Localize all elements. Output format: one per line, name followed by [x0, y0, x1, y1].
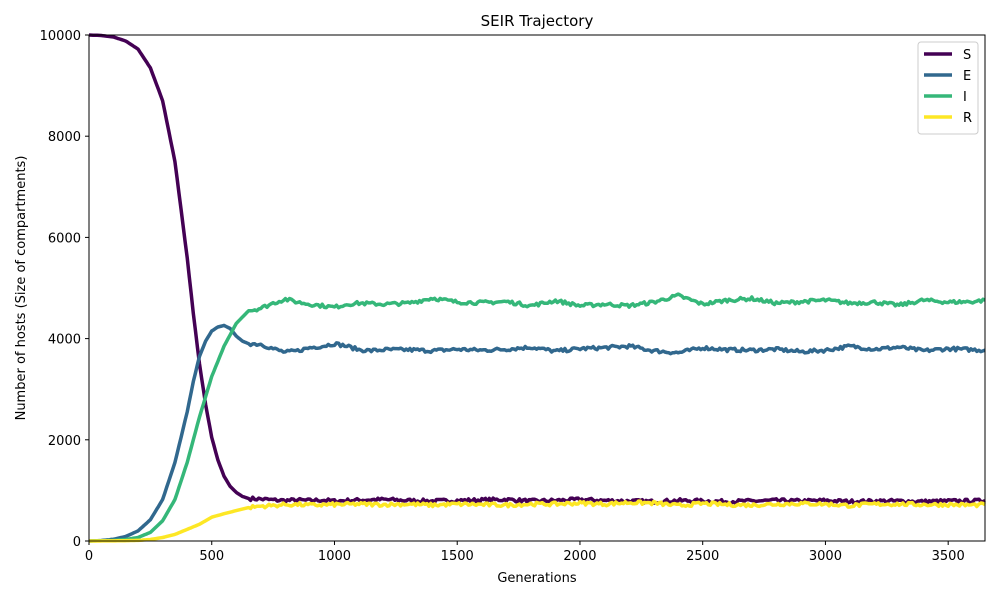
x-axis: 0 500 1000 1500 2000 2500 3000 3500 [85, 541, 965, 564]
legend-label-s: S [963, 48, 971, 63]
x-tick-label: 1500 [441, 549, 474, 564]
x-axis-label: Generations [497, 571, 577, 586]
series-line-s [88, 33, 986, 505]
y-tick-label: 0 [73, 535, 81, 550]
x-tick-label: 500 [199, 549, 224, 564]
plot-frame [88, 34, 986, 542]
x-tick-label: 2500 [686, 549, 719, 564]
legend-label-r: R [963, 111, 972, 126]
series-line-e [88, 323, 986, 543]
series-layer [88, 33, 986, 543]
legend-label-e: E [963, 69, 971, 84]
x-tick-label: 3500 [932, 549, 965, 564]
y-tick-label: 2000 [48, 434, 81, 449]
x-tick-label: 3000 [809, 549, 842, 564]
y-axis-label: Number of hosts (Size of compartments) [14, 156, 29, 421]
legend-box [917, 41, 979, 135]
y-tick-label: 8000 [48, 130, 81, 145]
x-tick-label: 2000 [563, 549, 596, 564]
legend-label-i: I [963, 90, 967, 105]
y-tick-label: 6000 [48, 231, 81, 246]
chart-title: SEIR Trajectory [481, 12, 594, 30]
y-tick-label: 10000 [40, 29, 81, 44]
y-axis: 0 2000 4000 6000 8000 10000 [40, 29, 89, 550]
series-line-i [89, 292, 986, 543]
series-line-r [89, 499, 986, 543]
legend: SEIR [917, 41, 979, 135]
y-tick-label: 4000 [48, 333, 81, 348]
x-tick-label: 1000 [318, 549, 351, 564]
x-tick-label: 0 [85, 549, 93, 564]
